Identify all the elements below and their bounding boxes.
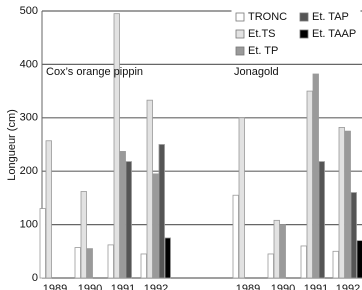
legend-swatch [235,12,245,22]
bar [356,240,362,279]
bar [80,191,87,279]
bar [74,247,81,279]
bar [338,127,345,279]
y-tick-label: 200 [20,165,38,177]
bar [279,224,286,279]
legend-swatch [299,12,309,22]
x-tick-label: 1989 [236,283,260,290]
x-tick-label: 1990 [271,283,295,290]
x-tick-label: 1991 [304,283,328,290]
x-tick-label: 1991 [111,283,135,290]
bar [344,130,351,279]
legend-label: Et. TAAP [312,28,356,40]
bar [312,73,319,279]
bar [113,13,120,279]
bar [158,144,165,279]
legend-box [231,7,361,61]
x-tick-label: 1990 [78,283,102,290]
y-tick-label: 400 [20,58,38,70]
y-tick-label: 100 [20,219,38,231]
bar [45,140,52,279]
bar [119,151,126,279]
legend-swatch [235,29,245,39]
legend-label: Et.TS [248,28,276,40]
x-tick-label: 1992 [144,283,168,290]
legend-swatch [235,46,245,56]
bar [107,244,114,279]
bar [267,253,274,279]
x-tick-label: 1989 [43,283,67,290]
bar [232,194,239,279]
bar [318,161,325,279]
bar [86,248,93,279]
bar [273,219,280,279]
y-tick-label: 300 [20,112,38,124]
x-tick-label: 1992 [336,283,360,290]
bar [306,90,313,279]
bar [125,161,132,279]
bar [140,253,147,279]
legend-label: TRONC [248,11,287,23]
bar [332,250,339,279]
bar [300,245,307,279]
y-tick-label: 0 [32,272,38,284]
bar [164,237,171,279]
panel-label: Cox’s orange pippin [46,66,143,78]
legend-swatch [299,29,309,39]
legend-label: Et. TAP [312,11,349,23]
y-axis-label: Longueur (cm) [6,109,18,181]
bar [238,117,245,279]
bar [152,173,159,279]
bar [350,192,357,279]
y-tick-label: 500 [20,5,38,17]
bar [146,99,153,279]
legend-label: Et. TP [248,45,278,57]
panel-label: Jonagold [234,66,279,78]
bar [39,208,46,279]
